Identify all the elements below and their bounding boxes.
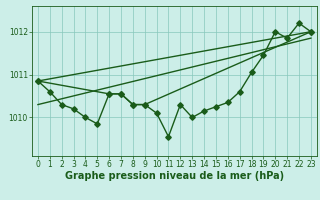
X-axis label: Graphe pression niveau de la mer (hPa): Graphe pression niveau de la mer (hPa): [65, 171, 284, 181]
